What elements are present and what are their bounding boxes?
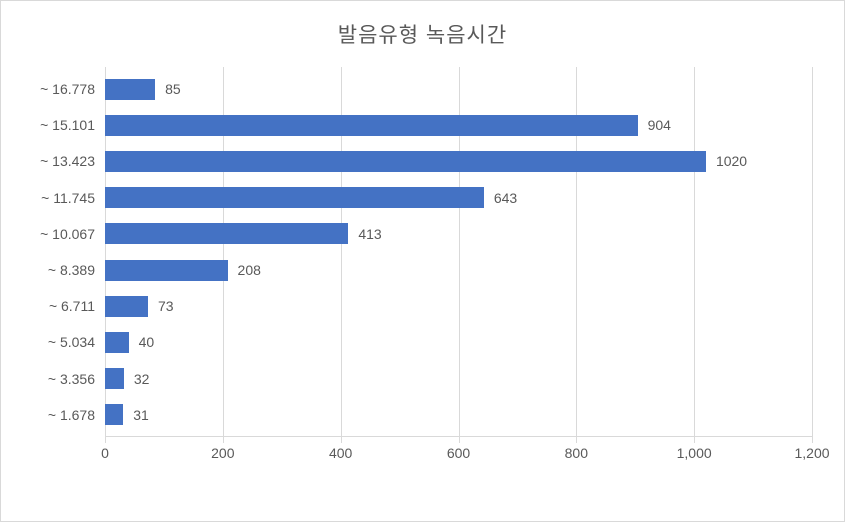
bar-value-label: 40 [139,334,155,350]
y-category-label: ~ 6.711 [49,298,95,314]
chart-title: 발음유형 녹음시간 [25,19,820,49]
bar-value-label: 643 [494,190,517,206]
bar-row: ~ 1.67831 [105,404,812,425]
bar-row: ~ 11.745643 [105,187,812,208]
bar-value-label: 32 [134,371,150,387]
x-tick-mark [459,437,460,443]
y-category-label: ~ 16.778 [40,81,95,97]
bar-value-label: 413 [358,226,381,242]
y-category-label: ~ 8.389 [48,262,95,278]
bar-row: ~ 8.389208 [105,260,812,281]
x-tick-label: 800 [565,445,588,461]
grid-line [812,67,813,437]
bar-value-label: 85 [165,81,181,97]
bar-row: ~ 10.067413 [105,223,812,244]
bar-row: ~ 6.71173 [105,296,812,317]
bar [105,187,484,208]
bar [105,368,124,389]
y-category-label: ~ 3.356 [48,371,95,387]
x-tick-label: 400 [329,445,352,461]
bar [105,151,706,172]
bar [105,115,638,136]
bars-wrap: ~ 16.77885 ~ 15.101904 ~ 13.4231020 ~ 11.74… [105,67,812,437]
x-tick-mark [576,437,577,443]
y-category-label: ~ 5.034 [48,334,95,350]
bar-value-label: 208 [238,262,261,278]
x-tick-label: 600 [447,445,470,461]
x-tick-label: 200 [211,445,234,461]
bar [105,260,228,281]
bar-value-label: 73 [158,298,174,314]
y-category-label: ~ 13.423 [40,153,95,169]
bar [105,223,348,244]
y-category-label: ~ 1.678 [48,407,95,423]
y-category-label: ~ 10.067 [40,226,95,242]
bar-row: ~ 13.4231020 [105,151,812,172]
plot-area: ~ 16.77885 ~ 15.101904 ~ 13.4231020 ~ 11.74… [105,67,812,467]
bar-row: ~ 5.03440 [105,332,812,353]
x-tick-mark [694,437,695,443]
x-tick-mark [341,437,342,443]
y-category-label: ~ 11.745 [41,190,95,206]
bar-row: ~ 16.77885 [105,79,812,100]
chart-container: 발음유형 녹음시간 ~ 16.77885~ 15.101904~ 13.4231… [0,0,845,522]
x-tick-label: 1,200 [794,445,829,461]
x-tick-label: 1,000 [677,445,712,461]
bar [105,79,155,100]
y-category-label: ~ 15.101 [40,117,95,133]
bar-row: ~ 15.101904 [105,115,812,136]
bar [105,296,148,317]
bar-value-label: 904 [648,117,671,133]
x-tick-mark [223,437,224,443]
bar [105,332,129,353]
x-tick-label: 0 [101,445,109,461]
x-tick-mark [812,437,813,443]
bar-value-label: 1020 [716,153,747,169]
bar-row: ~ 3.35632 [105,368,812,389]
bar [105,404,123,425]
x-tick-mark [105,437,106,443]
bar-value-label: 31 [133,407,149,423]
x-axis-ticks: 02004006008001,0001,200 [105,437,812,467]
